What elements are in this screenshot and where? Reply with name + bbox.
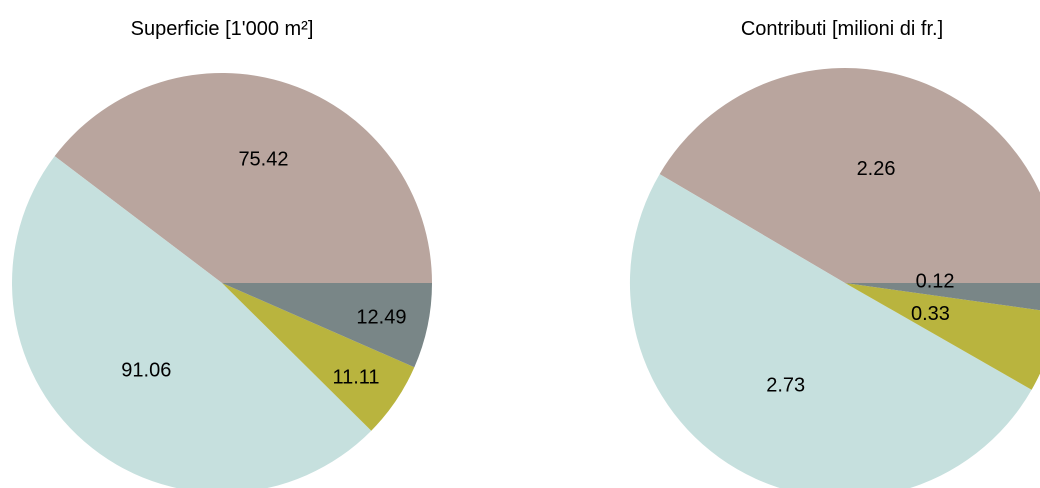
pie-chart-superficie: 75.42 91.06 11.11 12.49 bbox=[12, 72, 432, 488]
pie-chart-contributi: 2.26 2.73 0.33 0.12 bbox=[630, 68, 1040, 488]
pie-1-slice-3 bbox=[845, 283, 1040, 311]
pie-0-slice-1-label: 91.06 bbox=[121, 359, 171, 381]
pie-1-slice-0-label: 2.26 bbox=[857, 158, 896, 180]
chart-title-contributi: Contributi [milioni di fr.] bbox=[740, 18, 944, 40]
pie-1-slice-3-label: 0.12 bbox=[916, 270, 955, 292]
pie-1-slice-2-label: 0.33 bbox=[911, 303, 950, 325]
pie-0-slice-0 bbox=[54, 72, 432, 283]
pie-1-slice-1 bbox=[630, 174, 1032, 488]
pie-0-slice-2 bbox=[222, 283, 415, 431]
pie-1-slice-1-label: 2.73 bbox=[766, 374, 805, 396]
pie-1-slice-0 bbox=[659, 68, 1040, 283]
pie-1-slice-2 bbox=[845, 283, 1040, 390]
pie-0-slice-0-label: 75.42 bbox=[238, 149, 288, 171]
pie-0-slice-2-label: 11.11 bbox=[332, 366, 379, 388]
pie-0-slice-3-label: 12.49 bbox=[356, 306, 406, 328]
pie-0-slice-1 bbox=[12, 156, 372, 488]
pie-0-slice-3 bbox=[222, 283, 432, 368]
chart-title-superficie: Superficie [1'000 m²] bbox=[130, 18, 314, 40]
